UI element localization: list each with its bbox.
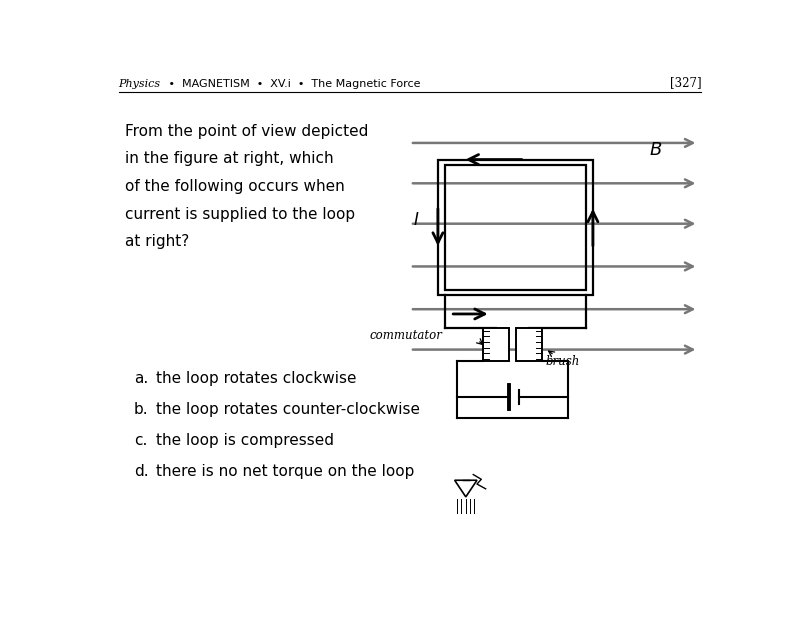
Text: of the following occurs when: of the following occurs when [125, 179, 345, 194]
Text: b.: b. [134, 402, 149, 417]
Text: brush: brush [545, 355, 579, 368]
Text: in the figure at right, which: in the figure at right, which [125, 152, 334, 167]
Bar [482, 328, 509, 362]
Text: Physics: Physics [118, 79, 161, 89]
Text: $I$: $I$ [413, 212, 419, 229]
Text: current is supplied to the loop: current is supplied to the loop [125, 207, 355, 222]
Text: [327]: [327] [670, 77, 702, 89]
Text: the loop is compressed: the loop is compressed [156, 433, 334, 448]
Text: c.: c. [134, 433, 147, 448]
Text: a.: a. [134, 371, 148, 386]
Text: at right?: at right? [125, 234, 189, 249]
Text: the loop rotates clockwise: the loop rotates clockwise [156, 371, 356, 386]
Text: $\mathbf{\mathit{B}}$: $\mathbf{\mathit{B}}$ [649, 141, 662, 159]
Bar [445, 165, 586, 290]
Text: •  MAGNETISM  •  XV.i  •  The Magnetic Force: • MAGNETISM • XV.i • The Magnetic Force [165, 79, 421, 89]
Text: commutator: commutator [370, 329, 442, 342]
Text: d.: d. [134, 463, 149, 479]
Text: the loop rotates counter-clockwise: the loop rotates counter-clockwise [156, 402, 420, 417]
Text: From the point of view depicted: From the point of view depicted [125, 124, 368, 139]
Bar [438, 160, 593, 295]
Text: there is no net torque on the loop: there is no net torque on the loop [156, 463, 414, 479]
Bar [516, 328, 542, 362]
